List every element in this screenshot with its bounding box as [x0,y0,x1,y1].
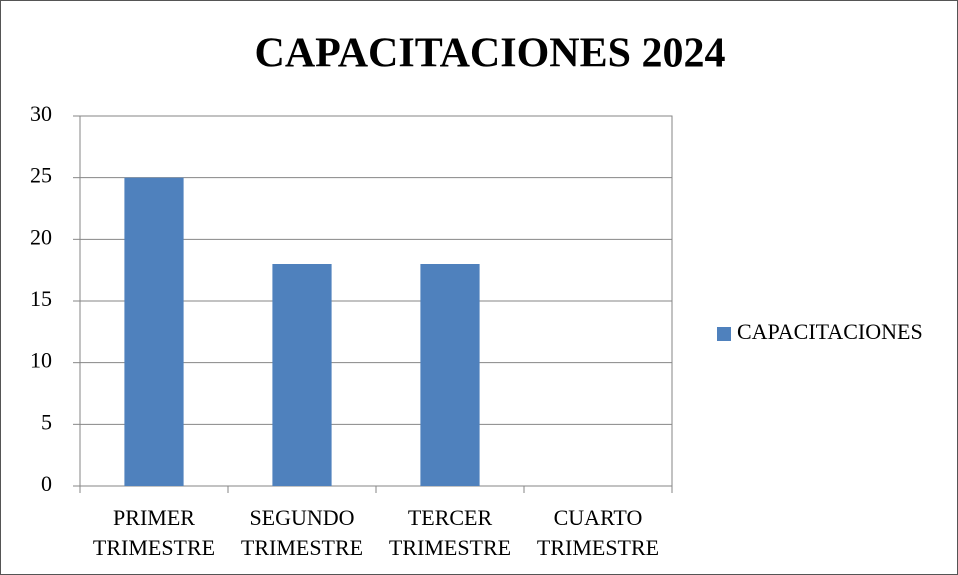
y-tick-label: 30 [30,101,52,126]
bar [272,264,332,486]
bar [420,264,480,486]
chart-title: CAPACITACIONES 2024 [255,31,726,77]
y-tick-label: 0 [41,471,52,496]
y-tick-label: 25 [30,163,52,188]
y-tick-label: 10 [30,348,52,373]
x-tick-label: SEGUNDO TRIMESTRE [241,505,363,560]
y-tick-label: 5 [41,409,52,434]
legend-swatch [717,327,731,341]
y-tick-label: 15 [30,286,52,311]
x-tick-label: TERCER TRIMESTRE [389,505,511,560]
bar [124,177,184,486]
x-tick-label: CUARTO TRIMESTRE [537,505,659,560]
legend-label: CAPACITACIONES [737,319,923,344]
x-tick-label: PRIMER TRIMESTRE [93,505,215,560]
y-tick-label: 20 [30,224,52,249]
